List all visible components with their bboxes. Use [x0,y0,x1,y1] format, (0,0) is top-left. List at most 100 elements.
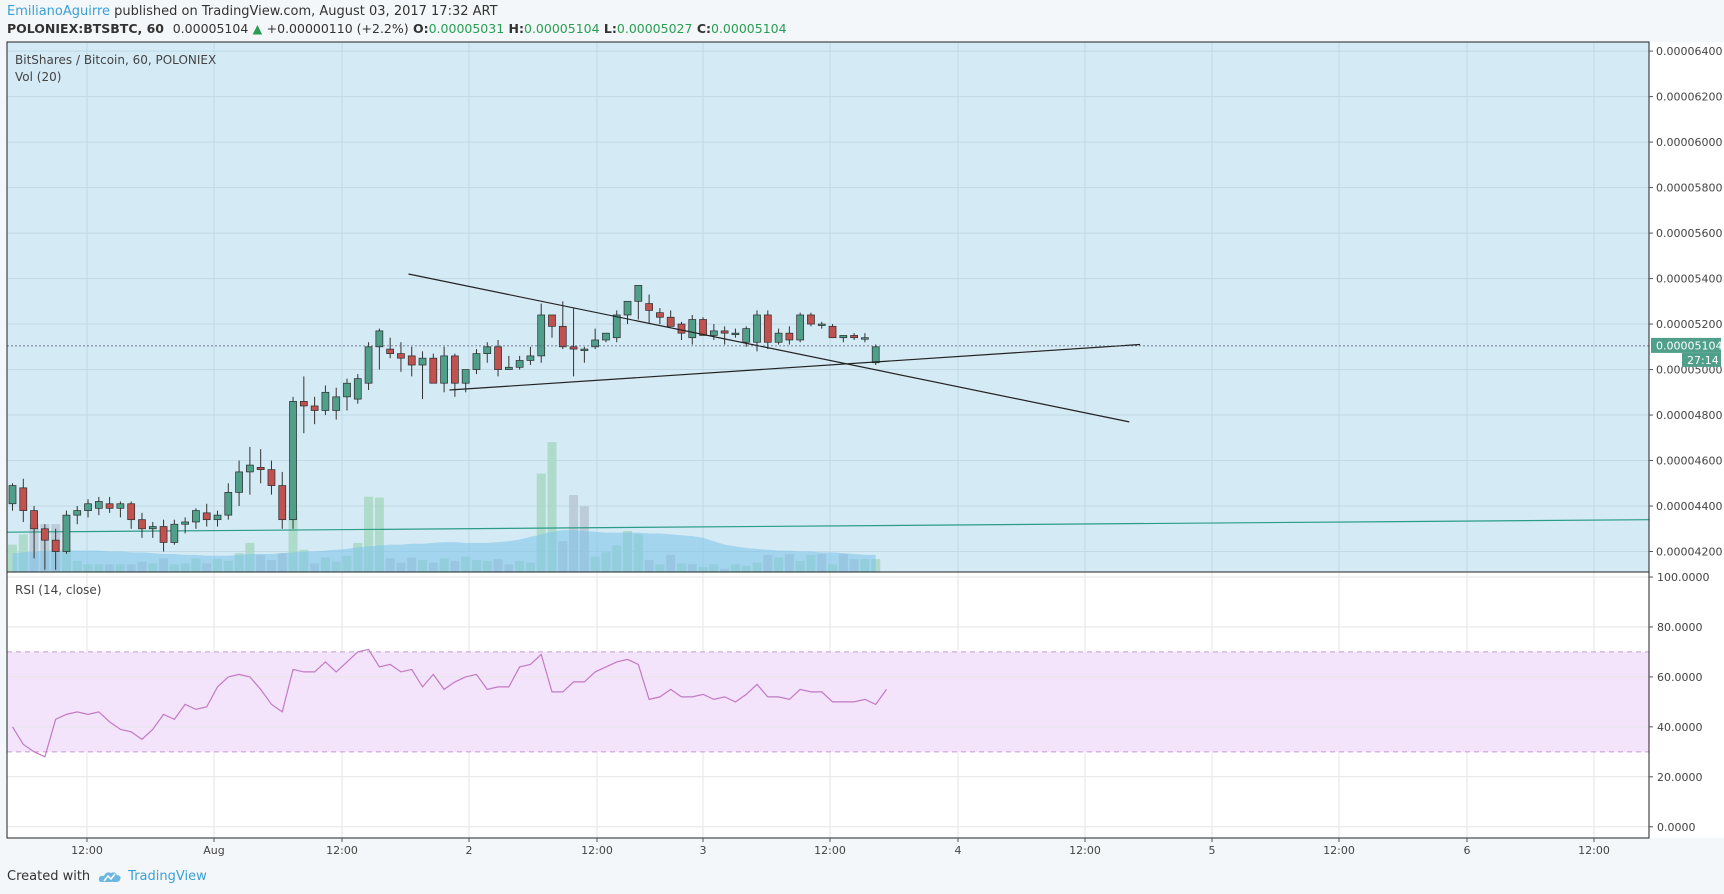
rsi-band [7,651,1649,752]
candle-body [569,346,578,350]
candle-body [73,510,82,516]
author-link[interactable]: EmilianoAguirre [7,4,111,19]
time-tick-label: Aug [203,844,224,857]
time-tick-label: 12:00 [581,844,613,857]
rsi-tick-label: 0.0000 [1657,821,1696,834]
candle-body [558,325,567,348]
candle-body [591,339,600,348]
rsi-tick-label: 80.0000 [1657,621,1703,634]
candle-body [634,285,643,302]
price-tick-label: 0.00006200 [1656,91,1722,104]
price-tick-label: 0.00005400 [1656,273,1722,286]
candle-body [375,330,384,348]
candle-body [483,346,492,354]
tradingview-cloud-icon [98,872,121,882]
rsi-tick-label: 100.0000 [1657,571,1710,584]
candle-body [774,332,783,343]
candle-body [602,332,610,341]
price-pane[interactable] [6,42,1650,572]
candle-body [41,528,49,541]
candle-body [742,328,751,343]
candle-body [472,353,481,370]
time-tick-label: 12:00 [71,844,103,857]
candle-body [192,510,200,523]
high-value: 0.00005104 [524,21,600,36]
price-tick-label: 0.00005200 [1656,318,1722,331]
time-tick-label: 2 [466,844,473,857]
candle-body [548,314,556,327]
candle-body [62,514,71,552]
price-tick-label: 0.00005600 [1656,227,1722,240]
candle-body [246,464,254,473]
price-pane-background [7,42,1649,572]
candle-body [656,312,664,318]
candle-body [267,469,276,486]
volume-bar [536,473,546,572]
candle-body [51,539,60,552]
low-label: L: [603,21,617,36]
candle-body [386,348,394,354]
candle-body [699,319,707,336]
time-tick-label: 6 [1464,844,1471,857]
time-tick-label: 12:00 [1323,844,1355,857]
candle-body [731,332,740,336]
price-tick-label: 0.00005800 [1656,182,1722,195]
candle-body [224,492,233,516]
rsi-tick-label: 20.0000 [1657,771,1703,784]
price-tick-label: 0.00004600 [1656,455,1722,468]
price-tick-label: 0.00006400 [1656,45,1722,58]
candle-body [580,348,589,351]
candle-body [364,346,373,384]
high-label: H: [508,21,524,36]
candle-body [289,401,297,521]
time-tick-label: 5 [1209,844,1216,857]
volume-bar [374,497,384,572]
candle-body [645,303,653,311]
rsi-pane-title: RSI (14, close) [15,583,101,597]
candle-body [138,519,146,530]
price-tick-label: 0.00004200 [1656,546,1722,559]
candle-body [720,330,729,334]
candle-body [753,314,761,343]
price-tick-label: 0.00004800 [1656,409,1722,422]
open-label: O: [412,21,429,36]
candle-body [861,337,869,340]
close-value: 0.00005104 [711,21,787,36]
rsi-pane[interactable] [7,572,1649,838]
candle-body [666,316,675,327]
publish-info: EmilianoAguirre published on TradingView… [7,3,498,21]
candle-body [105,503,114,509]
price-tick-label: 0.00006000 [1656,136,1722,149]
candle-body [213,514,222,521]
candle-body [451,355,459,384]
candle-body [515,360,524,368]
candle-body [332,396,341,411]
rsi-pane-border [6,571,1650,839]
candle-body [526,355,535,361]
tradingview-link[interactable]: TradingView [128,869,207,884]
candle-body [116,503,125,509]
candle-body [461,369,470,384]
time-tick-label: 12:00 [1069,844,1101,857]
candle-body [871,346,880,364]
candle-body [709,330,718,336]
candle-body [321,391,330,411]
candle-body [807,314,815,325]
last-price-tag [1651,337,1721,353]
candle-body [418,357,427,366]
volume-bar [364,496,374,572]
change-value: +0.00000110 (+2.2%) [266,21,409,36]
candle-body [343,382,351,398]
candle-body [850,335,858,339]
candle-body [84,503,92,511]
candle-body [828,325,837,339]
candle-body [19,487,28,511]
volume-indicator-label: Vol (20) [15,70,61,84]
candle-body [677,323,686,334]
countdown-tag [1682,352,1721,367]
volume-bar [547,442,557,572]
candle-body [785,332,794,341]
candle-body [299,401,308,407]
candle-body [494,346,502,370]
